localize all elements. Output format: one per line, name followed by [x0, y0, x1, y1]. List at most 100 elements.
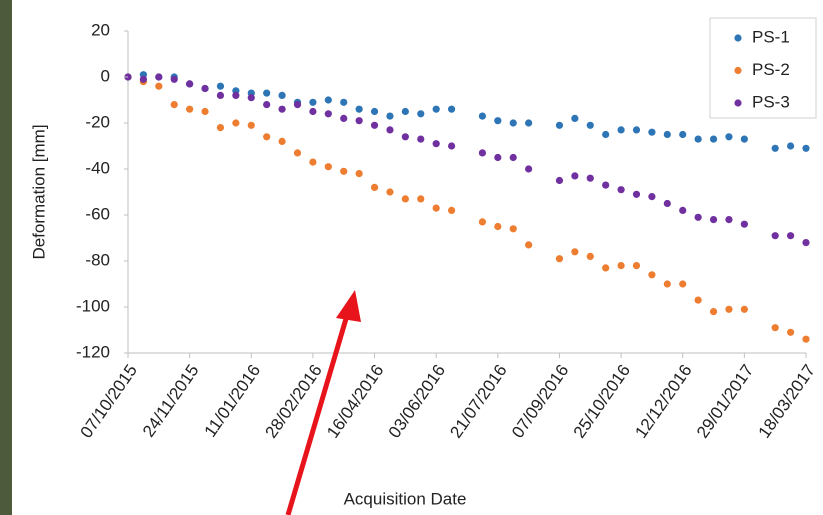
point	[695, 214, 702, 221]
point	[309, 99, 316, 106]
point	[741, 221, 748, 228]
point	[201, 108, 208, 115]
point	[602, 264, 609, 271]
point	[186, 80, 193, 87]
point	[479, 113, 486, 120]
point	[664, 131, 671, 138]
point	[787, 329, 794, 336]
point	[787, 142, 794, 149]
point	[587, 122, 594, 129]
point	[417, 136, 424, 143]
point	[556, 255, 563, 262]
point	[248, 122, 255, 129]
legend-marker	[734, 34, 741, 41]
point	[695, 297, 702, 304]
y-tick-label: -120	[76, 342, 110, 361]
point	[433, 106, 440, 113]
point	[356, 106, 363, 113]
legend-marker	[734, 67, 741, 74]
point	[633, 126, 640, 133]
point	[587, 253, 594, 260]
point	[479, 149, 486, 156]
point	[402, 133, 409, 140]
point	[309, 108, 316, 115]
point	[633, 262, 640, 269]
point	[263, 90, 270, 97]
point	[340, 168, 347, 175]
point	[248, 94, 255, 101]
point	[448, 106, 455, 113]
legend-label: PS-3	[752, 92, 790, 111]
point	[571, 172, 578, 179]
point	[679, 131, 686, 138]
point	[648, 271, 655, 278]
point	[155, 83, 162, 90]
y-tick-label: 20	[91, 20, 110, 39]
point	[510, 119, 517, 126]
point	[510, 225, 517, 232]
point	[340, 99, 347, 106]
point	[278, 106, 285, 113]
point	[155, 73, 162, 80]
point	[171, 101, 178, 108]
point	[648, 129, 655, 136]
point	[587, 175, 594, 182]
point	[664, 280, 671, 287]
point	[802, 336, 809, 343]
legend-label: PS-1	[752, 27, 790, 46]
point	[617, 262, 624, 269]
point	[217, 92, 224, 99]
point	[802, 239, 809, 246]
y-tick-label: -60	[85, 204, 110, 223]
point	[278, 92, 285, 99]
point	[617, 126, 624, 133]
x-axis-label: Acquisition Date	[344, 489, 467, 508]
y-tick-label: -20	[85, 112, 110, 131]
point	[510, 154, 517, 161]
point	[725, 216, 732, 223]
point	[356, 117, 363, 124]
background-photo-edge	[0, 0, 12, 515]
point	[710, 136, 717, 143]
point	[556, 177, 563, 184]
point	[217, 83, 224, 90]
point	[325, 96, 332, 103]
point	[725, 133, 732, 140]
point	[633, 191, 640, 198]
point	[710, 308, 717, 315]
point	[772, 324, 779, 331]
point	[741, 306, 748, 313]
point	[371, 122, 378, 129]
point	[741, 136, 748, 143]
y-tick-label: -80	[85, 250, 110, 269]
point	[402, 195, 409, 202]
y-tick-label: 0	[101, 66, 110, 85]
point	[340, 115, 347, 122]
point	[602, 182, 609, 189]
point	[294, 101, 301, 108]
point	[556, 122, 563, 129]
point	[617, 186, 624, 193]
point	[417, 110, 424, 117]
point	[571, 248, 578, 255]
chart: Deformation [mm] Acquisition Date -120-1…	[0, 0, 823, 515]
point	[371, 108, 378, 115]
point	[433, 140, 440, 147]
point	[787, 232, 794, 239]
point	[802, 145, 809, 152]
point	[186, 106, 193, 113]
point	[571, 115, 578, 122]
point	[725, 306, 732, 313]
point	[433, 205, 440, 212]
y-tick-label: -40	[85, 158, 110, 177]
point	[171, 76, 178, 83]
point	[772, 232, 779, 239]
point	[201, 85, 208, 92]
point	[217, 124, 224, 131]
point	[325, 163, 332, 170]
point	[263, 101, 270, 108]
point	[417, 195, 424, 202]
point	[679, 207, 686, 214]
point	[448, 142, 455, 149]
point	[232, 119, 239, 126]
